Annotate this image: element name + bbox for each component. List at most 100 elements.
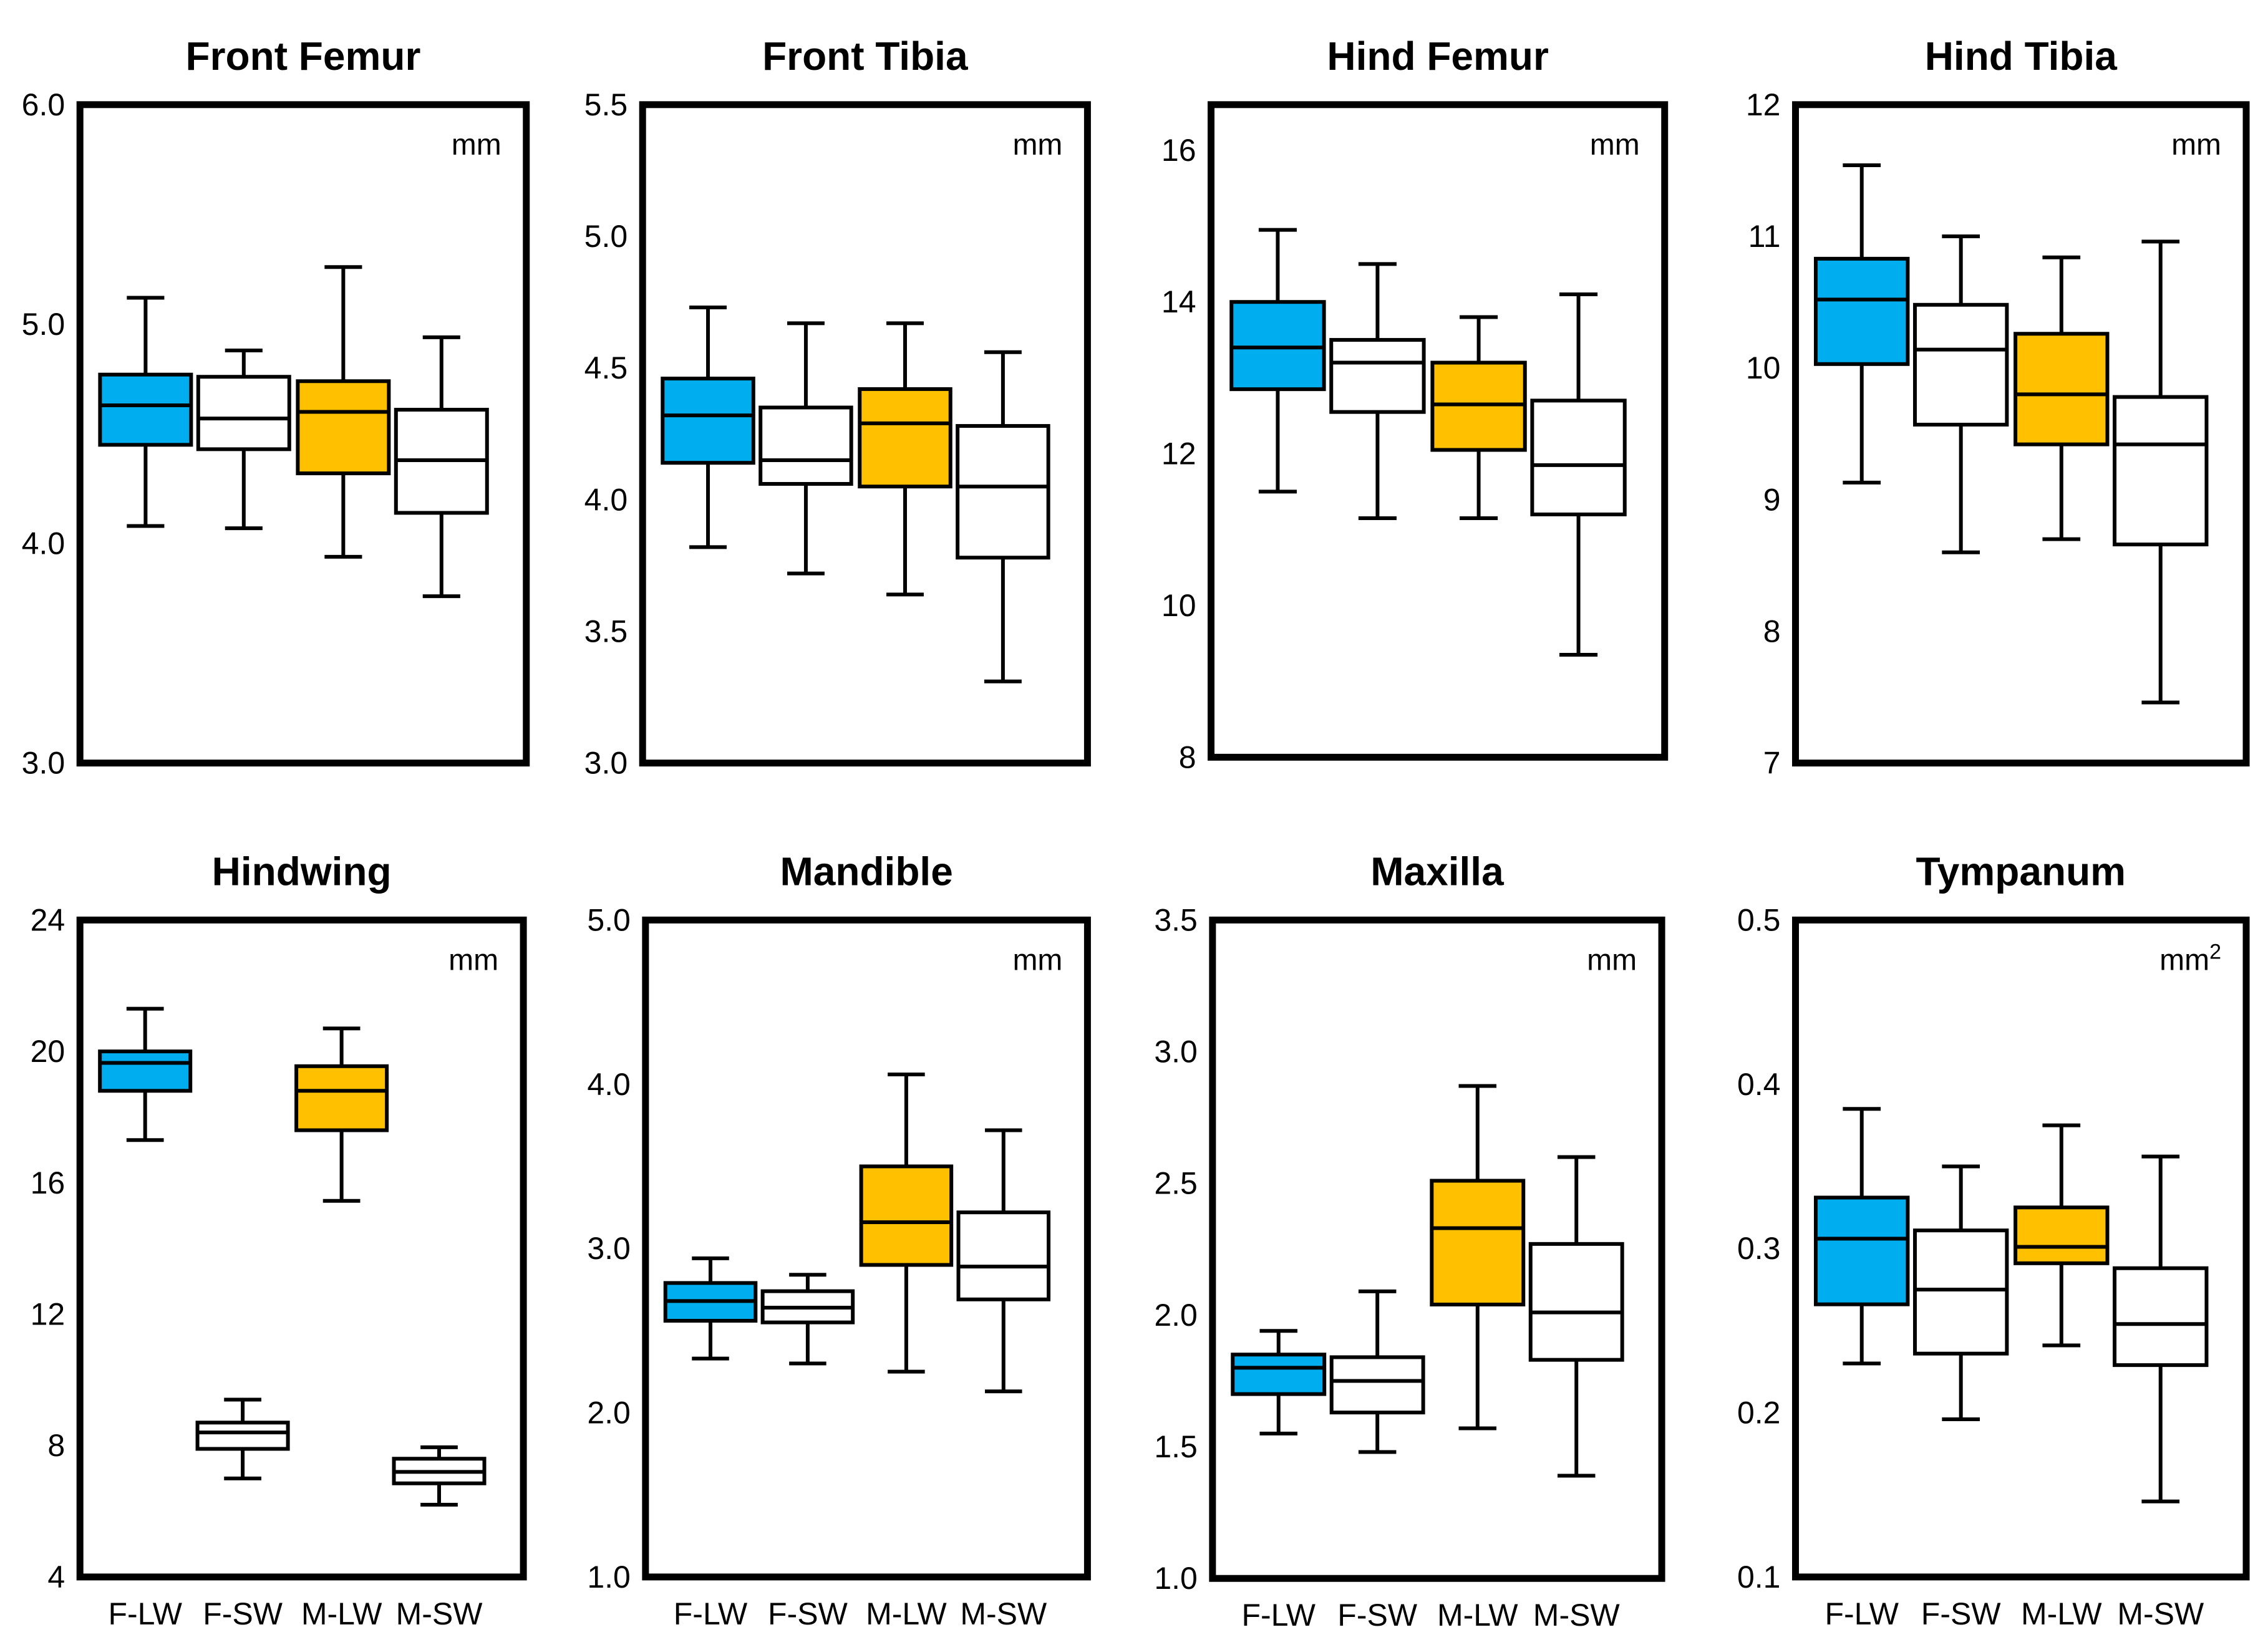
box-m-lw <box>294 1026 389 1203</box>
box-m-sw <box>394 335 489 599</box>
box-f-sw <box>1912 1164 2009 1422</box>
unit-label: mm <box>2171 128 2221 162</box>
iqr-box <box>758 405 853 486</box>
y-tick-label: 4 <box>47 1560 65 1595</box>
y-tick-label: 0.5 <box>1737 902 1781 937</box>
box-f-sw <box>196 348 291 531</box>
y-tick-label: 10 <box>1161 588 1196 623</box>
iqr-box <box>1329 1355 1425 1415</box>
box-m-sw <box>956 350 1050 683</box>
plot-frame <box>76 916 527 1581</box>
iqr-box <box>196 375 291 451</box>
panel-title: Front Femur <box>186 34 421 79</box>
y-tick-label: 4.5 <box>584 350 628 385</box>
box-f-lw <box>661 306 755 549</box>
x-category-label: M-LW <box>1437 1598 1518 1633</box>
y-tick-label: 2.5 <box>1154 1166 1198 1201</box>
iqr-box <box>1231 1353 1327 1396</box>
y-tick-label: 24 <box>31 902 65 937</box>
y-tick-label: 1.5 <box>1154 1429 1198 1464</box>
iqr-box <box>98 372 193 447</box>
box-f-sw <box>758 321 853 576</box>
y-tick-label: 5.0 <box>22 307 65 342</box>
box-m-sw <box>1528 1155 1624 1478</box>
y-tick-label: 16 <box>31 1165 65 1200</box>
panel-tympanum: Tympanum 0.1 0.2 0.3 0.4 0.5 mm2 F-LW F-SW M-LW M-… <box>1737 849 2250 1631</box>
iqr-box <box>1530 398 1627 516</box>
y-tick-label: 16 <box>1161 133 1196 168</box>
unit-text: mm <box>1590 128 1640 162</box>
x-category-label: F-SW <box>203 1596 283 1631</box>
y-tick-label: 0.3 <box>1737 1231 1781 1266</box>
box-m-lw <box>2014 255 2110 541</box>
iqr-box <box>859 1164 954 1267</box>
y-tick-label: 1.0 <box>1154 1561 1198 1596</box>
x-category-label: F-LW <box>108 1596 182 1631</box>
y-tick-label: 8 <box>1179 740 1196 774</box>
box-m-sw <box>956 1128 1051 1394</box>
unit-text: mm <box>2171 128 2221 162</box>
iqr-box <box>1814 1195 1910 1306</box>
iqr-box <box>1814 256 1910 366</box>
iqr-box <box>1912 302 2009 427</box>
box-f-lw <box>1814 1107 1910 1366</box>
iqr-box <box>1528 1242 1624 1362</box>
panel-maxilla: Maxilla 1.0 1.5 2.0 2.5 3.0 3.5 mm F-LW F-SW M-LW M… <box>1154 849 1665 1633</box>
x-category-label: F-LW <box>674 1596 748 1631</box>
iqr-box <box>195 1421 290 1451</box>
x-category-label: M-SW <box>2117 1596 2204 1631</box>
box-f-lw <box>663 1256 758 1361</box>
box-f-sw <box>195 1397 290 1480</box>
unit-superscript: 2 <box>2209 940 2221 963</box>
y-tick-label: 3.0 <box>1154 1035 1198 1069</box>
y-tick-label: 10 <box>1746 350 1781 385</box>
box-f-lw <box>1814 163 1910 485</box>
box-f-lw <box>98 1006 193 1142</box>
box-m-lw <box>858 321 952 597</box>
y-tick-label: 3.5 <box>584 614 628 649</box>
panel-title: Maxilla <box>1370 849 1504 894</box>
panel-title: Mandible <box>780 849 952 894</box>
y-tick-label: 12 <box>1161 437 1196 471</box>
y-tick-label: 11 <box>1748 219 1781 254</box>
x-category-label: M-LW <box>866 1596 947 1631</box>
iqr-box <box>1430 1179 1526 1306</box>
iqr-box <box>1329 338 1426 414</box>
iqr-box <box>2113 1266 2209 1368</box>
y-tick-label: 8 <box>1763 614 1781 649</box>
unit-label: mm <box>1012 128 1062 162</box>
unit-label: mm <box>448 943 498 977</box>
iqr-box <box>296 379 391 476</box>
unit-text: mm <box>1012 128 1062 162</box>
unit-text: mm <box>1587 943 1637 977</box>
y-tick-label: 3.5 <box>1154 902 1198 937</box>
x-category-label: M-LW <box>2021 1596 2102 1631</box>
plot-frame <box>1792 916 2250 1581</box>
unit-label: mm2 <box>2159 940 2221 977</box>
x-category-label: M-SW <box>1533 1598 1621 1633</box>
box-m-lw <box>859 1072 954 1374</box>
box-f-sw <box>1912 234 2009 554</box>
iqr-box <box>2014 332 2110 446</box>
plot-frame <box>1209 916 1665 1582</box>
y-tick-label: 5.5 <box>584 87 628 122</box>
box-m-sw <box>392 1445 487 1507</box>
iqr-box <box>98 1049 193 1093</box>
unit-text: mm <box>2159 943 2209 977</box>
box-m-sw <box>2113 1154 2209 1503</box>
panel-title: Front Tibia <box>762 34 968 79</box>
iqr-box <box>661 377 755 465</box>
y-tick-label: 5.0 <box>584 219 628 254</box>
iqr-box <box>1912 1228 2009 1356</box>
x-category-label: F-LW <box>1825 1596 1899 1631</box>
unit-text: mm <box>448 943 498 977</box>
unit-label: mm <box>1012 943 1062 977</box>
y-tick-label: 3.0 <box>587 1231 631 1266</box>
y-tick-label: 2.0 <box>1154 1298 1198 1333</box>
x-category-label: F-SW <box>1921 1596 2002 1631</box>
iqr-box <box>956 1210 1051 1301</box>
x-category-label: M-SW <box>396 1596 483 1631</box>
box-m-sw <box>1530 292 1627 657</box>
y-tick-label: 0.4 <box>1737 1067 1781 1102</box>
